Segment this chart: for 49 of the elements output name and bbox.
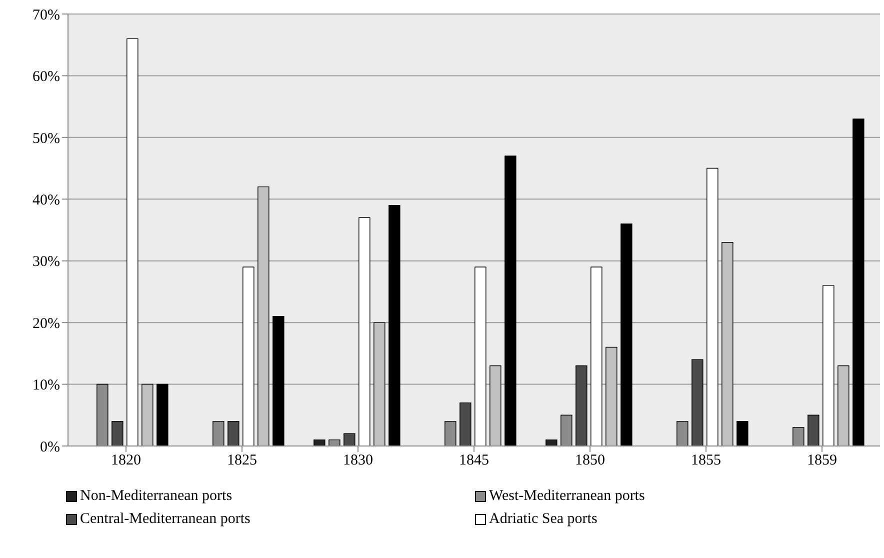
x-tick-label: 1845 <box>459 452 489 469</box>
bar <box>358 217 370 446</box>
bar <box>706 168 718 446</box>
y-tick-label: 70% <box>32 7 60 24</box>
bar <box>126 38 138 446</box>
x-tick-label: 1850 <box>575 452 605 469</box>
x-tick-label: 1820 <box>111 452 141 469</box>
x-tick-label: 1855 <box>691 452 721 469</box>
y-tick-label: 20% <box>32 316 60 332</box>
bar <box>490 365 502 446</box>
y-tick-label: 40% <box>32 192 60 208</box>
bar <box>722 242 734 446</box>
x-tick-label: 1830 <box>343 452 373 469</box>
bar <box>546 439 558 446</box>
legend-label: Non-Mediterranean ports <box>79 488 234 505</box>
bar <box>822 285 834 446</box>
bar <box>692 359 704 446</box>
bar <box>504 156 516 446</box>
legend-label: Adriatic Sea ports <box>488 511 598 528</box>
bar <box>272 316 284 446</box>
bar <box>258 186 270 446</box>
bar <box>314 439 326 446</box>
bar <box>576 365 588 446</box>
legend-label: Central-Mediterranean ports <box>79 511 252 528</box>
y-tick-label: 30% <box>32 254 60 270</box>
x-tick-label: 1825 <box>227 452 257 469</box>
x-tick-label: 1859 <box>807 452 837 469</box>
bar <box>474 266 486 446</box>
bar <box>156 384 168 446</box>
bar <box>388 204 400 446</box>
bar <box>852 118 864 446</box>
y-tick-label: 0% <box>40 439 60 456</box>
bar <box>344 433 356 446</box>
bar <box>808 414 820 446</box>
bar <box>460 402 472 446</box>
bar <box>838 365 850 446</box>
y-tick-label: 50% <box>32 130 60 147</box>
bar <box>228 420 240 446</box>
bar <box>112 420 124 446</box>
y-tick-label: 10% <box>32 378 60 394</box>
legend-label: West-Mediterranean ports <box>488 488 646 505</box>
bar <box>736 420 748 446</box>
bar <box>620 223 632 446</box>
bar <box>142 384 154 446</box>
bar <box>590 266 602 446</box>
bar <box>606 346 618 446</box>
bar <box>242 266 254 446</box>
bar <box>374 322 386 446</box>
y-tick-label: 60% <box>32 69 60 86</box>
